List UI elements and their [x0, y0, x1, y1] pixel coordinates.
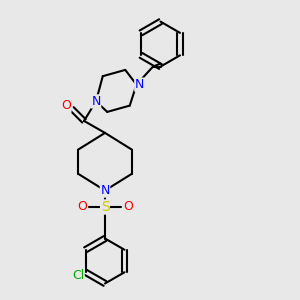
Text: N: N: [91, 95, 101, 108]
Text: O: O: [61, 99, 71, 112]
Text: N: N: [135, 78, 144, 91]
Text: O: O: [123, 200, 133, 214]
Text: S: S: [100, 200, 109, 214]
Text: N: N: [100, 184, 110, 197]
Text: O: O: [77, 200, 87, 214]
Text: Cl: Cl: [72, 269, 84, 282]
